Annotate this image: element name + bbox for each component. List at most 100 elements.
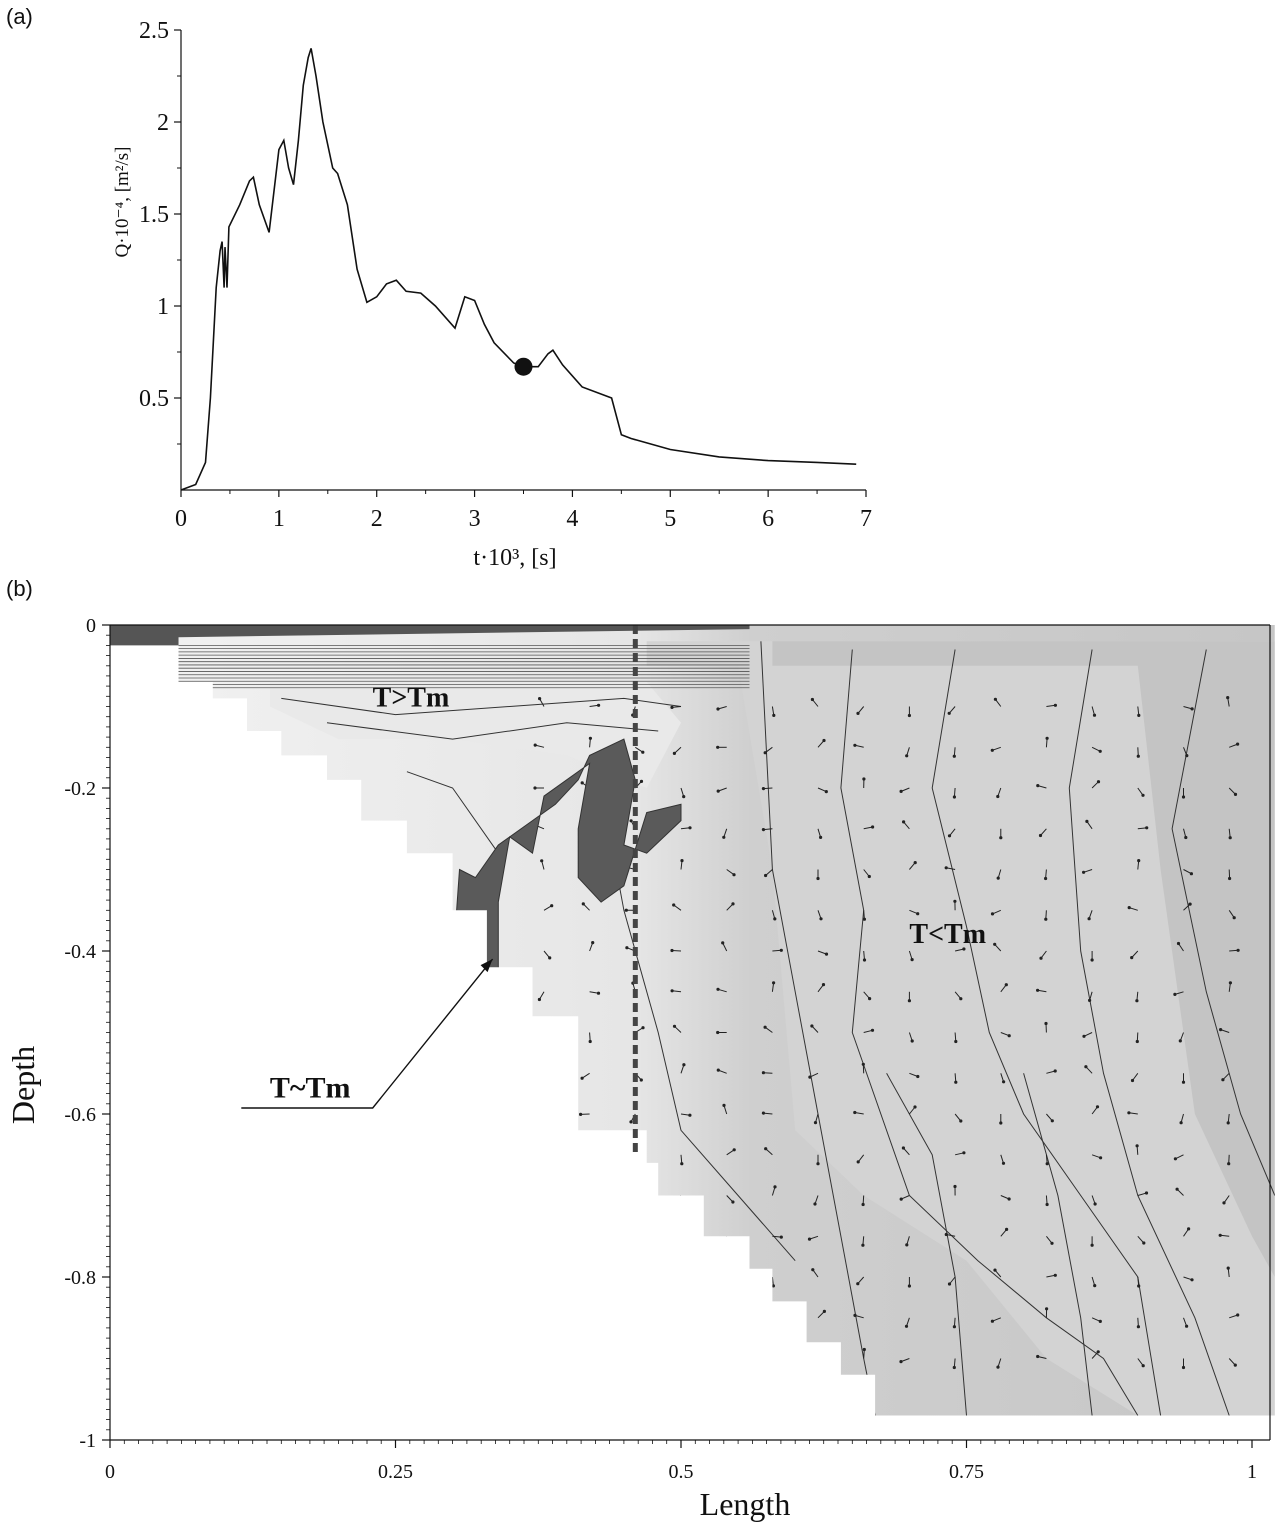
chart-b-velocity-arrowhead — [1228, 836, 1232, 840]
chart-b-velocity-arrowhead — [905, 1243, 909, 1247]
chart-b-y-tick-label: -0.4 — [64, 941, 96, 963]
chart-b-velocity-arrowhead — [716, 1068, 720, 1072]
chart-b-contour-line — [600, 787, 796, 1262]
chart-b-contour-line — [326, 722, 659, 740]
chart-b-velocity-arrowhead — [952, 795, 957, 799]
chart-b-velocity-arrowhead — [1127, 906, 1131, 910]
chart-b-velocity-arrowhead — [772, 713, 776, 718]
chart-b-velocity-arrowhead — [861, 1062, 865, 1066]
chart-b-velocity-arrowhead — [856, 711, 860, 716]
chart-b-velocity-arrowhead — [1190, 707, 1194, 711]
chart-b-contour-line — [281, 697, 682, 716]
chart-b-velocity-arrowhead — [1004, 983, 1008, 987]
chart-b-velocity-arrowhead — [952, 754, 956, 758]
chart-b-annotation-2: T~Tm — [270, 1072, 351, 1105]
chart-b-velocity-arrowhead — [808, 1075, 812, 1079]
chart-b-velocity-arrowhead — [1005, 1227, 1009, 1231]
chart-b-velocity-arrowhead — [807, 1237, 812, 1241]
chart-b-velocity-arrowhead — [1088, 998, 1092, 1003]
chart-b-velocity-arrowhead — [591, 941, 595, 945]
chart-b-velocity-arrowhead — [1185, 754, 1189, 758]
chart-b-velocity-arrowhead — [953, 899, 957, 903]
chart-b-velocity-arrowhead — [862, 1347, 866, 1352]
chart-b-velocity-arrowhead — [764, 873, 768, 878]
chart-b-velocity-arrowhead — [993, 942, 997, 946]
chart-b-velocity-arrowhead — [773, 1185, 777, 1189]
chart-b-contour-line — [1023, 1073, 1093, 1416]
chart-b-velocity-arrowhead — [1044, 917, 1048, 921]
chart-b-velocity-arrowhead — [548, 956, 552, 960]
chart-b-velocity-arrowhead — [1045, 736, 1049, 740]
chart-b-velocity-arrowhead — [1141, 793, 1145, 797]
chart-b-velocity-arrowhead — [763, 751, 767, 755]
chart-b-velocity-arrowhead — [813, 1121, 818, 1125]
chart-a-y-tick-label: 1 — [157, 294, 169, 320]
chart-b-velocity-arrowhead — [1130, 956, 1134, 960]
chart-b-velocity-arrowhead — [993, 697, 998, 701]
chart-b-velocity-arrowhead — [824, 790, 828, 794]
chart-b-velocity-arrowhead — [1227, 1162, 1231, 1166]
chart-b-contour-band — [646, 641, 1275, 1416]
chart-b-velocity-arrowhead — [716, 789, 720, 793]
chart-b-velocity-arrowhead — [1187, 1227, 1191, 1231]
chart-b-velocity-arrowhead — [1007, 1197, 1011, 1201]
chart-b-velocity-arrowhead — [670, 705, 674, 710]
chart-b-right-mask — [1274, 625, 1281, 1416]
chart-b-velocity-arrowhead — [853, 1313, 857, 1317]
chart-b-velocity-arrowhead — [999, 1121, 1003, 1125]
chart-b-velocity-arrowhead — [870, 1028, 875, 1032]
chart-b-velocity-arrowhead — [639, 779, 644, 784]
chart-b-velocity-arrowhead — [947, 834, 952, 838]
chart-b-annotation-leader — [241, 958, 494, 1109]
chart-b-velocity-arrowhead — [1142, 1241, 1146, 1245]
chart-b-velocity-arrowhead — [952, 1365, 956, 1370]
chart-b-velocity-arrowhead — [907, 999, 912, 1003]
chart-b-contour-line — [406, 771, 499, 854]
chart-b-velocity-arrowhead — [1038, 833, 1043, 838]
chart-b-contour-line — [1171, 649, 1276, 1196]
chart-b-velocity-arrowhead — [1144, 1191, 1149, 1195]
chart-b-velocity-arrowhead — [810, 1024, 814, 1028]
chart-b-velocity-arrowhead — [1135, 999, 1139, 1003]
chart-b-velocity-arrowhead — [867, 874, 871, 879]
chart-b-velocity-arrowhead — [1232, 916, 1236, 920]
chart-a-y-tick-label: 1.5 — [139, 202, 169, 228]
chart-b-velocity-arrowhead — [1082, 870, 1086, 874]
chart-b-velocity-arrowhead — [959, 997, 963, 1001]
chart-b-velocity-arrowhead — [771, 1284, 776, 1288]
chart-b-velocity-arrowhead — [1184, 835, 1188, 840]
chart-b-velocity-arrowhead — [1087, 917, 1091, 921]
chart-b-annotation-1: T<Tm — [909, 919, 986, 950]
chart-b-velocity-arrowhead — [722, 1103, 726, 1107]
chart-b-velocity-arrowhead — [1181, 1080, 1186, 1084]
chart-b-velocity-arrowhead — [1218, 1233, 1222, 1237]
chart-b-velocity-arrowhead — [772, 981, 776, 985]
chart-b-velocity-arrowhead — [761, 828, 766, 832]
chart-b-contour-band — [269, 682, 681, 788]
chart-b-velocity-arrowhead — [639, 1078, 643, 1082]
chart-b-velocity-arrowhead — [1135, 1039, 1139, 1044]
chart-b-velocity-arrowhead — [1136, 754, 1140, 758]
chart-b-velocity-arrowhead — [779, 948, 783, 952]
chart-b-velocity-arrowhead — [822, 1309, 827, 1313]
chart-b-x-tick-label: 0.5 — [669, 1461, 694, 1483]
chart-b-velocity-arrowhead — [1093, 1284, 1097, 1288]
chart-b-velocity-arrowhead — [1173, 1157, 1177, 1161]
chart-b-velocity-arrowhead — [629, 1120, 633, 1124]
chart-b-velocity-arrowhead — [597, 703, 601, 707]
chart-b-velocity-arrowhead — [688, 1113, 692, 1117]
chart-b-velocity-arrowhead — [916, 912, 920, 916]
chart-b-velocity-arrowhead — [999, 836, 1003, 840]
chart-b-velocity-arrowhead — [641, 1026, 645, 1030]
chart-b-velocity-arrowhead — [1084, 1065, 1088, 1069]
chart-b-velocity-arrowhead — [722, 835, 726, 839]
chart-b-velocity-arrowhead — [1045, 1162, 1049, 1166]
chart-b-velocity-arrowhead — [716, 707, 720, 711]
chart-b-velocity-arrowhead — [761, 1111, 766, 1115]
chart-a-x-ticks: 0 1 2 3 4 5 6 7 — [175, 490, 872, 532]
chart-b-velocity-arrowhead — [580, 1076, 584, 1080]
chart-a-x-axis-label: t·10³, [s] — [473, 545, 556, 571]
chart-b-velocity-arrowhead — [1093, 1202, 1097, 1206]
chart-b-velocity-arrowhead — [1219, 1028, 1223, 1032]
chart-b-velocity-arrowhead — [670, 948, 674, 953]
